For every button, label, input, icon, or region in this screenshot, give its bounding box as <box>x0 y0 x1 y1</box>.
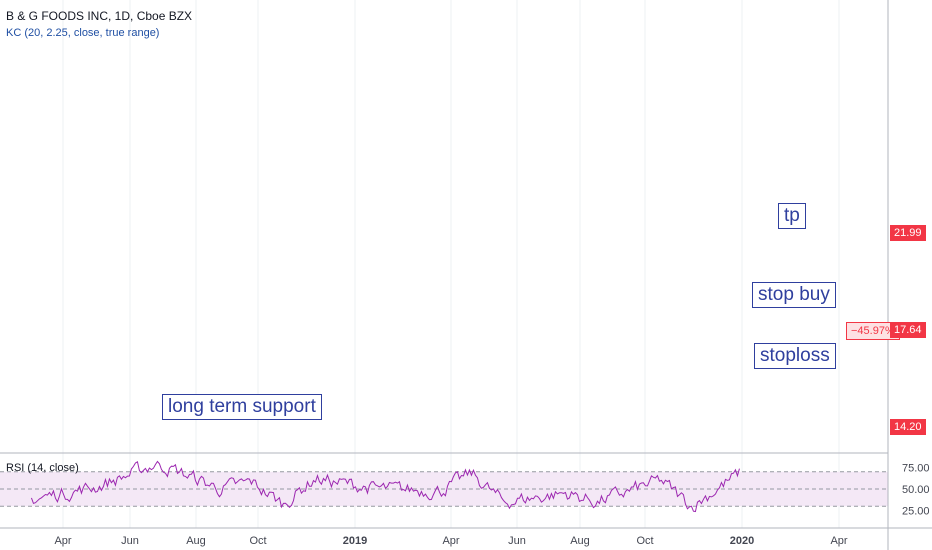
time-tick-label: Aug <box>186 535 206 547</box>
tp-note[interactable]: tp <box>778 203 806 229</box>
time-tick-label: Aug <box>570 535 590 547</box>
tp-price-tag: 21.99 <box>890 225 926 241</box>
time-tick-label: Jun <box>508 535 526 547</box>
chart-title: B & G FOODS INC, 1D, Cboe BZX <box>6 9 193 23</box>
rsi-series <box>30 460 740 513</box>
time-tick-label: Oct <box>636 535 653 547</box>
rsi-tick-label: 50.00 <box>902 484 930 496</box>
time-tick-label: Jun <box>121 535 139 547</box>
rsi-tick-label: 75.00 <box>902 463 930 475</box>
grid-lines <box>62 0 840 528</box>
stop-buy-note[interactable]: stop buy <box>752 282 836 308</box>
time-tick-label: 2020 <box>730 535 754 547</box>
indicator-legend[interactable]: KC (20, 2.25, close, true range) <box>6 27 160 39</box>
rsi-line <box>30 460 740 513</box>
rsi-tick-label: 25.00 <box>902 506 930 518</box>
time-tick-label: Apr <box>54 535 71 547</box>
last-price-tag: 17.64 <box>890 322 926 338</box>
rsi-band <box>0 471 888 507</box>
time-tick-label: Apr <box>442 535 459 547</box>
rsi-legend[interactable]: RSI (14, close) <box>6 462 79 474</box>
support-price-tag: 14.20 <box>890 419 926 435</box>
time-tick-label: 2019 <box>343 535 367 547</box>
time-tick-label: Apr <box>830 535 847 547</box>
time-tick-label: Oct <box>249 535 266 547</box>
change-percent-tag: −45.97% <box>846 322 900 340</box>
stoploss-note[interactable]: stoploss <box>754 343 836 369</box>
long-term-support-note[interactable]: long term support <box>162 394 322 420</box>
